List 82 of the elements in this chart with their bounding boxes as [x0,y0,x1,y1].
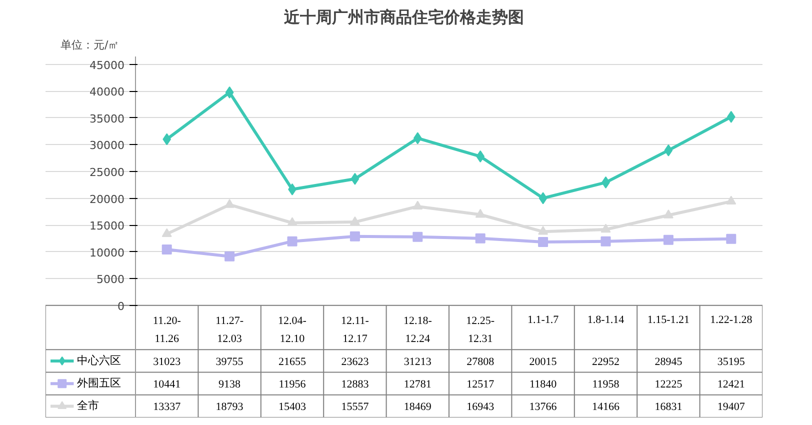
point [350,216,360,226]
data-label: 11956 [278,378,306,391]
data-label: 11840 [530,378,558,391]
data-label: 39755 [216,356,244,368]
y-tick-label: 15000 [90,220,125,233]
point [162,228,172,238]
data-label: 13337 [153,401,182,414]
point [287,236,298,246]
point [663,210,674,218]
point [224,199,235,208]
data-label: 15403 [278,401,306,414]
point [162,133,172,146]
data-label: 27808 [466,356,495,368]
data-label: 35195 [717,356,746,368]
y-tick-label: 5000 [96,273,125,286]
data-label: 11958 [592,378,620,391]
legend-label: 全市 [76,399,99,412]
point [287,217,298,226]
chart-title: 近十周广州市商品住宅价格走势图 [283,8,524,26]
point [162,244,172,254]
x-tick-label: 12.25- 12.31 [466,315,495,346]
y-tick-label: 25000 [90,166,125,179]
y-tick-label: 45000 [90,58,125,72]
x-tick-label: 11.20- 11.26 [152,315,182,346]
point [600,224,611,233]
x-tick-label: 1.8-1.14 [587,314,625,326]
data-label: 12517 [466,378,495,391]
point [475,233,486,244]
data-label: 16943 [466,401,495,414]
data-label: 12883 [341,378,370,391]
data-label: 18793 [216,401,244,414]
point [663,234,674,245]
data-label: 19407 [717,401,746,414]
y-tick-label: 30000 [90,139,125,152]
data-label: 12421 [717,378,745,391]
data-label: 13766 [529,401,558,414]
y-tick-label: 20000 [90,192,125,206]
data-label: 14166 [592,401,620,414]
legend-label: 外围五区 [76,378,121,390]
point [726,234,736,244]
data-label: 9138 [218,378,242,391]
point [412,232,423,242]
point [600,236,611,246]
data-label: 12781 [404,378,432,391]
point [476,150,485,162]
point [538,192,548,204]
y-tick-label: 40000 [90,86,125,99]
data-label: 16831 [654,401,682,414]
point [664,144,673,156]
x-tick-label: 12.11- 12.17 [340,315,370,346]
point [413,132,422,144]
point [538,226,548,235]
x-tick-label: 12.04- 12.10 [278,315,307,346]
y-tick-label: 35000 [90,112,125,126]
data-label: 21655 [278,356,306,368]
data-label: 23623 [341,356,370,368]
data-label: 31023 [153,356,182,368]
data-label: 28945 [654,356,683,368]
data-label: 31213 [404,356,432,368]
data-label: 15557 [341,401,370,414]
point [726,110,736,123]
point [350,172,360,185]
point [350,231,360,242]
point [412,200,423,210]
point [225,86,234,98]
data-label: 22952 [592,356,620,368]
y-axis-title: 单位：元/㎡ [60,38,120,52]
point [538,236,548,247]
y-tick-label: 10000 [90,246,125,260]
x-tick-label: 1.1-1.7 [527,314,560,326]
x-tick-label: 11.27- 12.03 [216,315,244,346]
data-label: 20015 [529,356,558,368]
data-label: 12225 [654,378,683,391]
point [224,251,235,262]
point [475,208,486,218]
x-tick-label: 1.22-1.28 [710,314,753,326]
x-tick-label: 12.18- 12.24 [403,315,432,346]
point [726,196,736,205]
legend-label: 中心六区 [76,354,121,367]
data-label: 10441 [153,378,181,391]
x-tick-label: 1.15-1.21 [647,314,690,326]
data-label: 18469 [404,401,432,414]
